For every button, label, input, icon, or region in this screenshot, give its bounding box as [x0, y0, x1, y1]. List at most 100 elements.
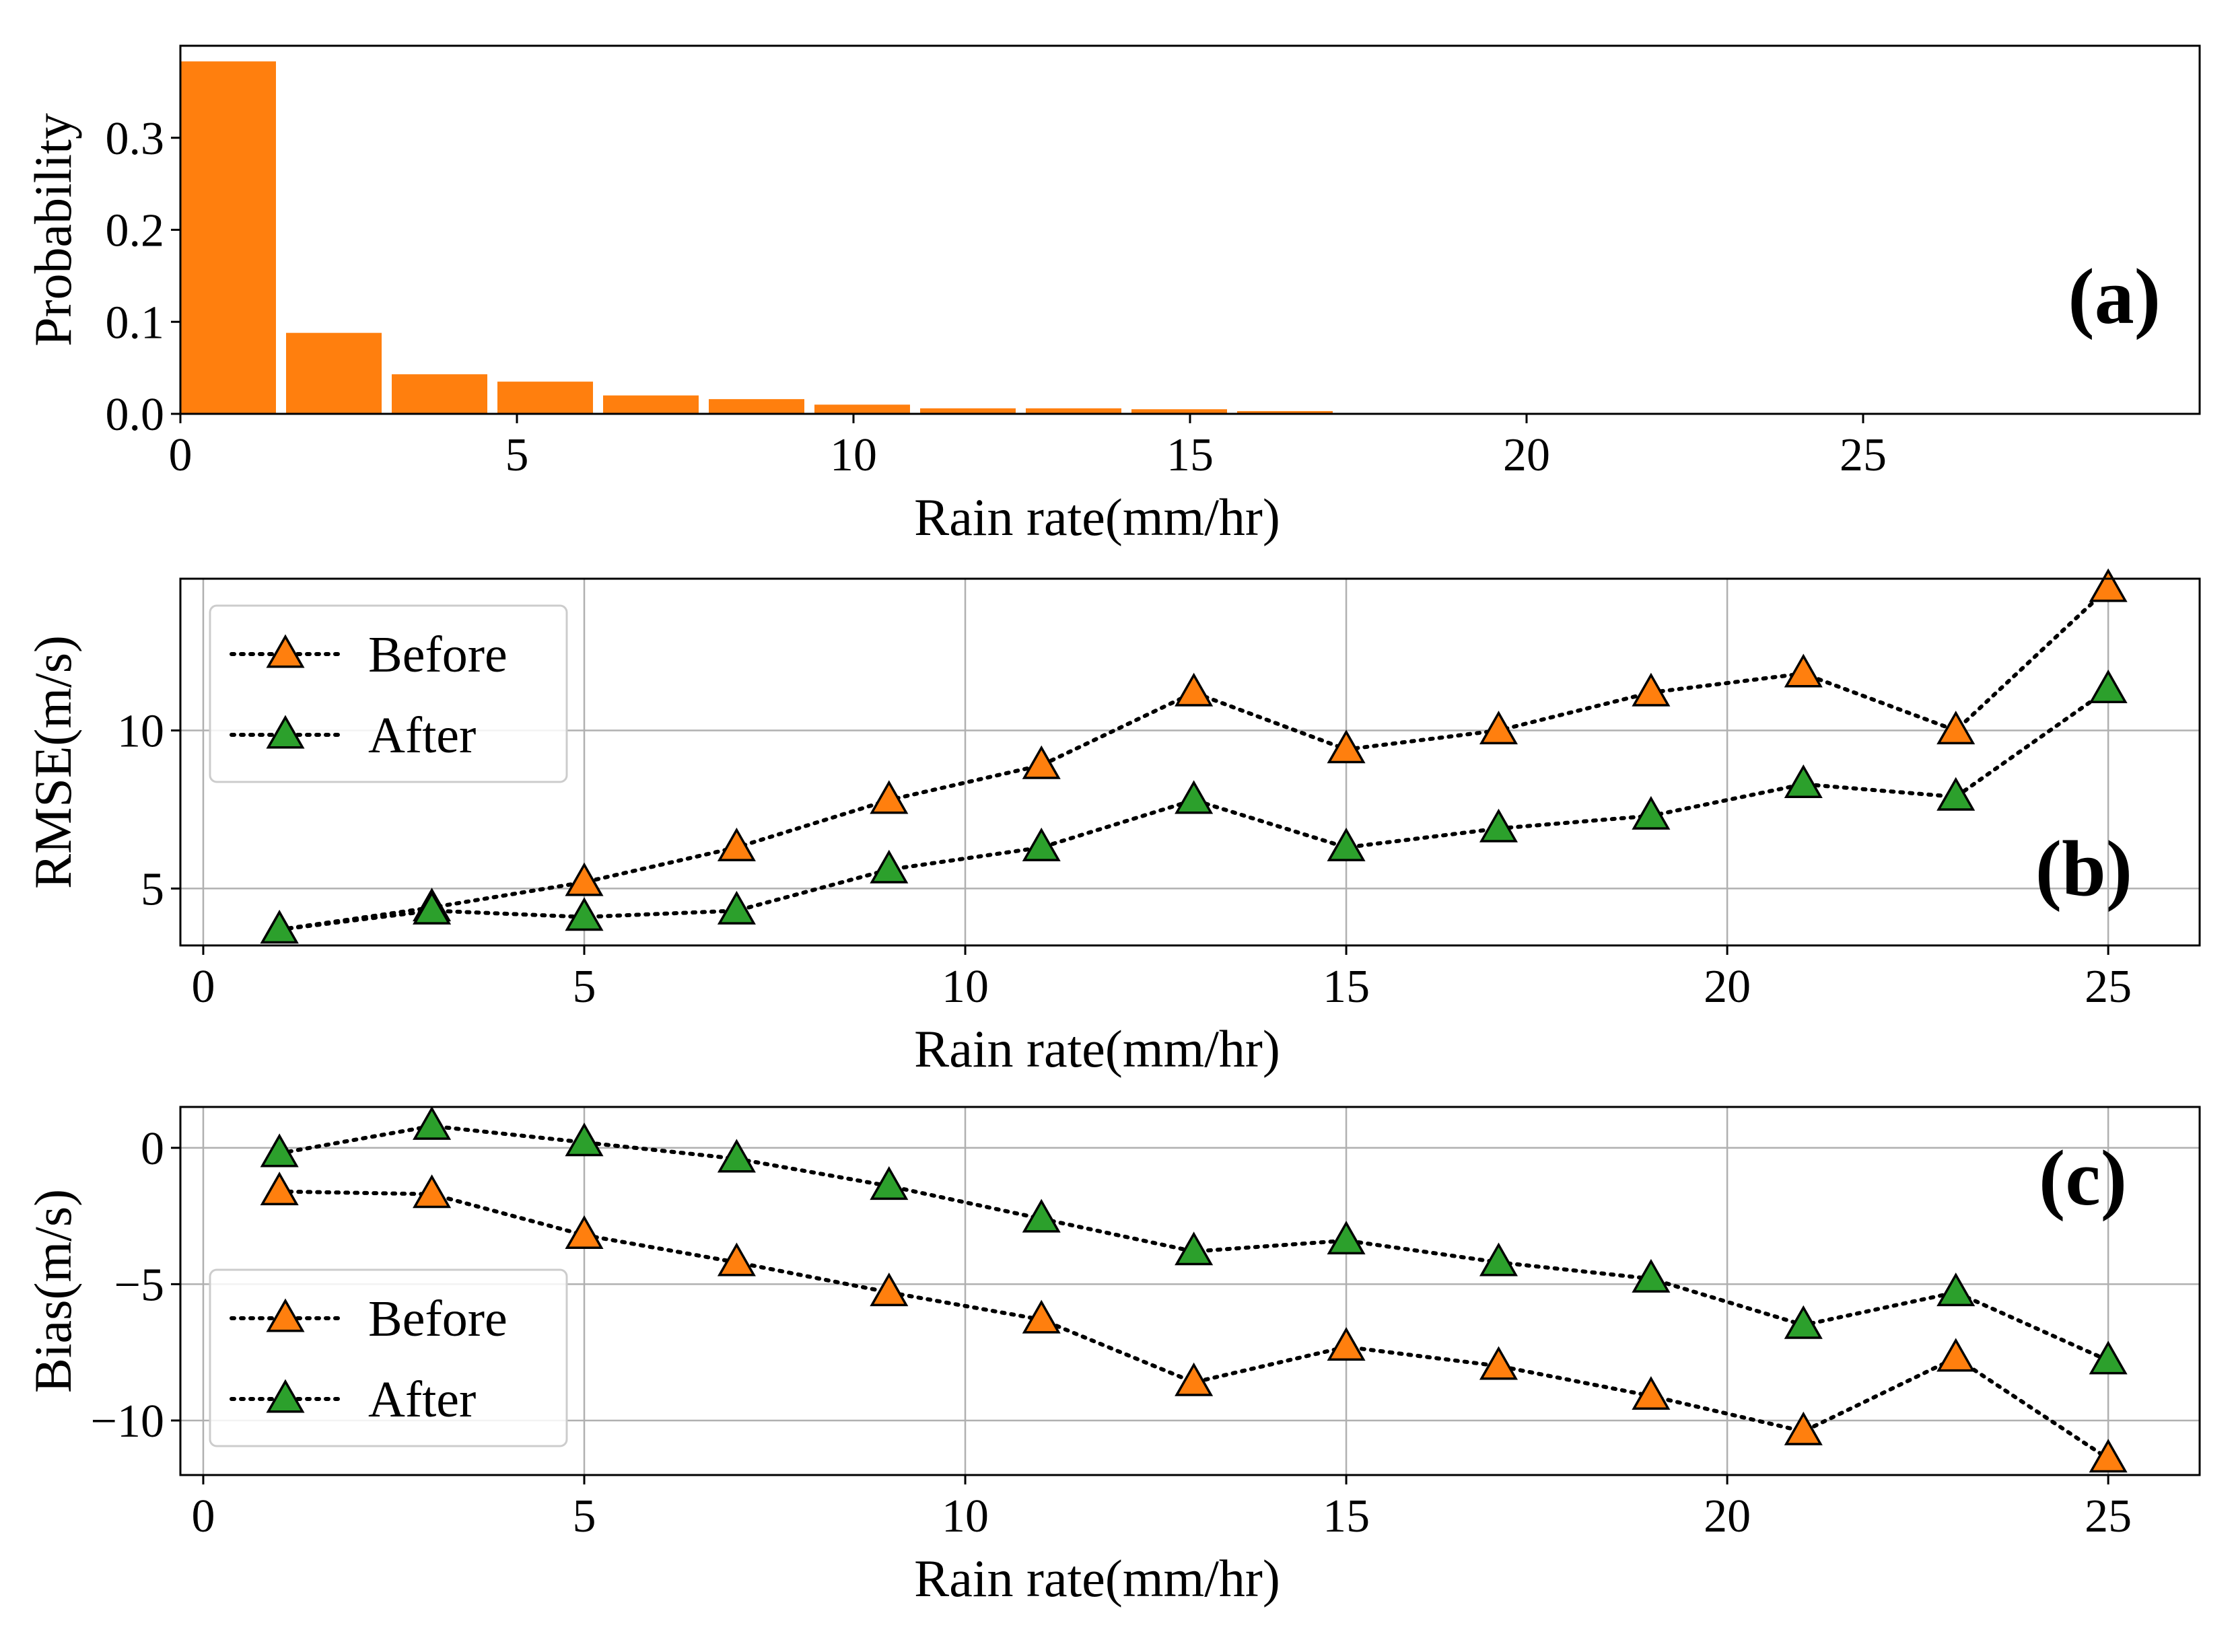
y-tick-label: 0.1 [106, 297, 165, 349]
data-point-before [1936, 1338, 1976, 1372]
data-point-after [260, 910, 299, 944]
data-point-after [413, 890, 452, 925]
x-tick-label: 25 [2085, 1491, 2132, 1542]
axes-frame [179, 577, 2201, 947]
x-tick-label: 20 [1704, 1491, 1751, 1542]
y-tick-label: 0.2 [106, 205, 165, 257]
data-point-after [565, 1122, 604, 1157]
x-tick-label: 20 [1503, 429, 1550, 481]
axes-frame [179, 1106, 2201, 1476]
data-point-after [1022, 1198, 1061, 1233]
legend-label-before: Before [368, 1291, 508, 1347]
panel-a-probability-histogram: 0 5 10 15 20 25 0.0 0.1 0.2 0.3 Rain rate(mm/hr) Pr… [24, 44, 2201, 546]
data-point-after [717, 1139, 756, 1173]
data-point-before [1479, 711, 1518, 745]
x-tick-label: 5 [573, 961, 596, 1013]
data-point-before [1632, 672, 1671, 707]
data-point-after [1784, 1305, 1823, 1339]
data-point-after [2089, 1340, 2128, 1375]
data-point-after [1632, 795, 1671, 830]
panel-tag-label: (c) [2039, 1134, 2127, 1222]
data-point-before [565, 862, 604, 896]
data-point-after [870, 1166, 909, 1200]
y-axis-label: Probability [24, 113, 82, 347]
x-tick-label: 5 [505, 429, 529, 481]
x-tick-label: 15 [1323, 1491, 1370, 1542]
data-point-before [1022, 745, 1061, 779]
y-tick-label: 10 [117, 706, 164, 758]
histogram-bar [603, 395, 699, 414]
legend-marker-before [266, 1298, 305, 1332]
data-point-before [870, 780, 909, 814]
data-point-after [1327, 827, 1366, 861]
data-point-before [1022, 1299, 1061, 1334]
data-point-before [1175, 1362, 1214, 1396]
data-point-before [2089, 568, 2128, 602]
data-point-before [870, 1272, 909, 1307]
panel-tag-label: (a) [2068, 252, 2161, 340]
data-point-before [565, 1215, 604, 1249]
x-axis-label: Rain rate(mm/hr) [914, 488, 1280, 546]
data-point-before [1784, 1411, 1823, 1445]
panel-c-bias-chart: 0 5 10 15 20 25 −10 −5 0 Rain rate(mm/hr) Bias(m/s… [24, 1106, 2201, 1608]
x-tick-label: 15 [1166, 429, 1214, 481]
x-tick-label: 0 [191, 961, 215, 1013]
x-tick-label: 10 [942, 1491, 989, 1542]
x-axis-label: Rain rate(mm/hr) [914, 1019, 1280, 1078]
histogram-bar [1026, 408, 1121, 414]
legend: Before After [209, 604, 568, 783]
data-point-before [413, 1174, 452, 1209]
x-tick-label: 25 [1840, 429, 1887, 481]
data-point-after [1175, 1231, 1214, 1266]
x-tick-label: 10 [942, 961, 989, 1013]
histogram-bar [180, 61, 276, 414]
histogram-bar [1131, 409, 1227, 414]
legend-label-after: After [368, 1371, 476, 1428]
legend: Before After [209, 1268, 568, 1447]
data-point-before [1784, 653, 1823, 688]
y-tick-label: −10 [91, 1396, 164, 1447]
data-point-before [1632, 1376, 1671, 1410]
x-axis-label: Rain rate(mm/hr) [914, 1549, 1280, 1608]
histogram-bar [1237, 410, 1333, 414]
data-point-before [1175, 672, 1214, 707]
data-point-after [565, 897, 604, 931]
data-point-after [1632, 1258, 1671, 1293]
data-point-after [2089, 669, 2128, 703]
legend-label-after: After [368, 707, 476, 764]
histogram-bar [497, 382, 593, 414]
histogram-bar [814, 404, 910, 414]
x-tick-label: 15 [1323, 961, 1370, 1013]
data-point-before [717, 827, 756, 861]
x-tick-label: 0 [191, 1491, 215, 1542]
x-tick-label: 0 [169, 429, 193, 481]
data-point-before [1327, 729, 1366, 764]
y-tick-label: 5 [141, 863, 164, 915]
data-point-before [717, 1242, 756, 1277]
data-point-after [870, 849, 909, 884]
y-axis-label: Bias(m/s) [24, 1189, 82, 1393]
data-point-before [2089, 1439, 2128, 1473]
data-point-after [1936, 1272, 1976, 1307]
data-point-after [1784, 764, 1823, 798]
data-point-after [1327, 1221, 1366, 1255]
legend-box [209, 1268, 568, 1447]
histogram-bar [286, 332, 382, 414]
data-point-after [1022, 827, 1061, 861]
histogram-bar [920, 408, 1016, 414]
data-point-after [1175, 780, 1214, 814]
data-point-after [413, 1106, 452, 1140]
data-point-before [260, 1172, 299, 1206]
data-point-after [1479, 808, 1518, 842]
x-tick-label: 20 [1704, 961, 1751, 1013]
panel-tag-label: (b) [2035, 824, 2132, 912]
legend-marker-before [266, 634, 305, 668]
legend-box [209, 604, 568, 783]
data-point-after [260, 1133, 299, 1168]
y-tick-label: −5 [114, 1259, 164, 1311]
x-tick-label: 10 [830, 429, 877, 481]
legend-marker-after [266, 715, 305, 749]
histogram-bar [392, 374, 487, 414]
